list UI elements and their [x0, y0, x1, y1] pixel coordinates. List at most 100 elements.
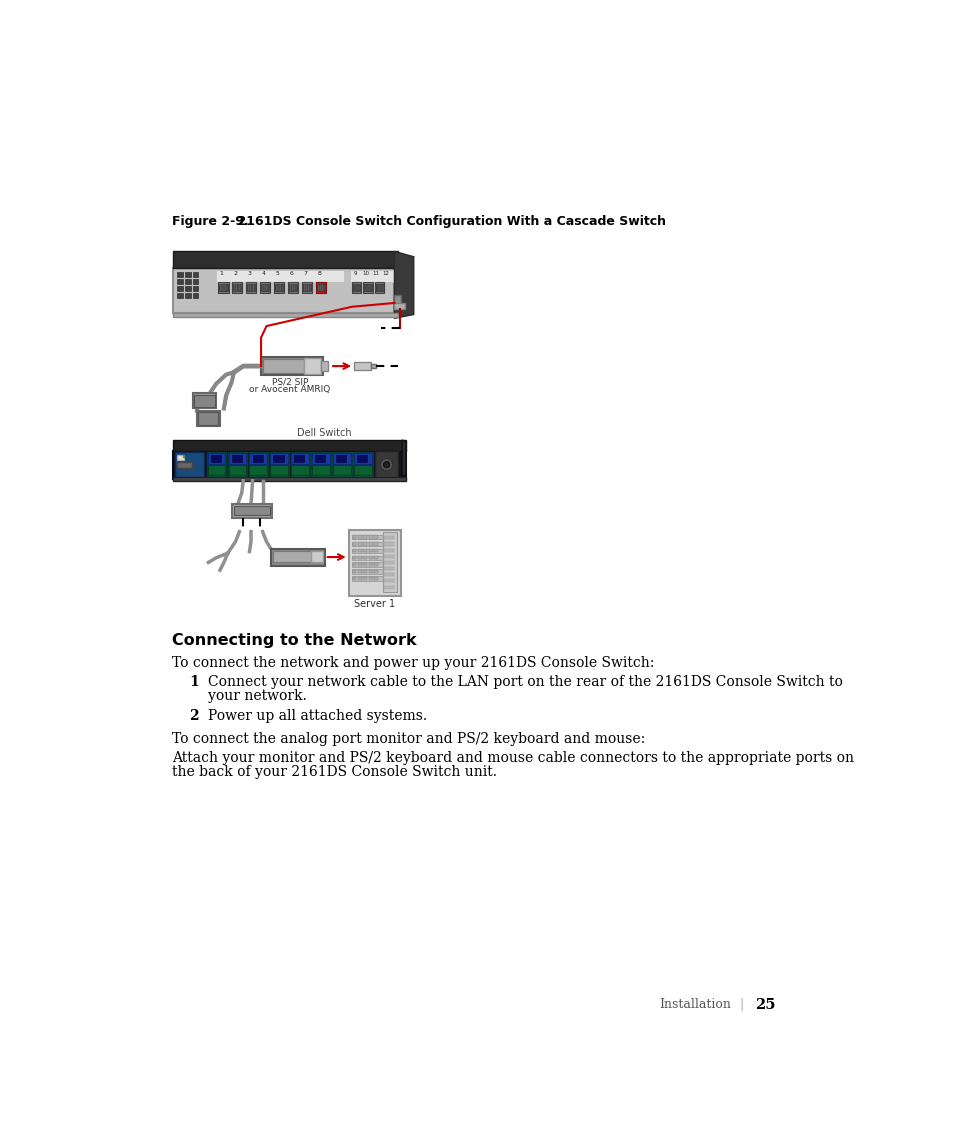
Polygon shape	[394, 252, 414, 318]
Circle shape	[383, 461, 390, 467]
Bar	[384, 574, 394, 576]
Bar	[369, 543, 373, 545]
Bar	[363, 556, 367, 560]
Text: 10: 10	[362, 271, 369, 276]
Bar	[374, 577, 377, 581]
Bar	[173, 477, 406, 481]
Bar	[233, 282, 242, 293]
Bar	[229, 465, 246, 475]
Bar	[374, 556, 377, 560]
Bar	[177, 273, 183, 277]
Bar	[352, 282, 360, 293]
Bar	[375, 282, 384, 293]
Bar	[364, 284, 372, 291]
Bar	[316, 284, 325, 291]
Bar	[183, 456, 185, 458]
Bar	[185, 273, 191, 277]
Bar	[357, 577, 361, 581]
Text: 12: 12	[382, 271, 389, 276]
Text: 8: 8	[317, 271, 321, 276]
Bar	[211, 455, 220, 463]
Text: Power up all attached systems.: Power up all attached systems.	[208, 709, 427, 722]
Text: 5: 5	[275, 271, 279, 276]
Bar	[374, 536, 377, 538]
Bar	[291, 453, 309, 464]
Bar	[363, 550, 367, 552]
Bar	[353, 543, 356, 545]
Bar	[185, 293, 191, 298]
Bar	[384, 536, 394, 539]
Bar	[352, 555, 382, 560]
Bar	[173, 268, 394, 313]
Bar	[352, 542, 382, 546]
Circle shape	[380, 458, 393, 471]
Bar	[176, 463, 192, 468]
Bar	[369, 556, 373, 560]
Polygon shape	[402, 440, 406, 476]
Text: Connecting to the Network: Connecting to the Network	[172, 632, 416, 648]
Bar	[263, 360, 303, 373]
Bar	[233, 506, 270, 515]
Text: Figure 2-9.: Figure 2-9.	[172, 215, 249, 228]
Bar	[384, 543, 394, 545]
Bar	[270, 453, 288, 464]
Bar	[352, 535, 382, 539]
Bar	[233, 284, 241, 291]
Bar	[173, 451, 406, 479]
Bar	[311, 452, 331, 477]
Bar	[312, 453, 330, 464]
Bar	[232, 455, 241, 463]
Bar	[288, 282, 298, 293]
Bar	[357, 550, 361, 552]
Bar	[333, 465, 351, 475]
Bar	[375, 284, 383, 291]
Bar	[311, 551, 323, 562]
Bar	[369, 536, 373, 538]
Bar	[382, 532, 396, 592]
Bar	[357, 563, 361, 567]
Bar	[363, 536, 367, 538]
Bar	[291, 465, 309, 475]
Bar	[369, 570, 373, 574]
Bar	[374, 563, 377, 567]
Text: your network.: your network.	[208, 689, 307, 703]
Text: |: |	[739, 998, 742, 1011]
Bar	[356, 455, 367, 463]
Bar	[193, 293, 198, 298]
Bar	[208, 453, 225, 464]
Bar	[193, 286, 198, 291]
Bar	[353, 284, 360, 291]
Bar	[363, 570, 367, 574]
Bar	[249, 465, 267, 475]
Text: 1: 1	[219, 271, 223, 276]
Bar	[194, 395, 214, 406]
Bar	[354, 465, 372, 475]
Bar	[274, 284, 283, 291]
Bar	[177, 286, 183, 291]
Bar	[261, 357, 323, 376]
Text: Dell Switch: Dell Switch	[296, 428, 352, 439]
Bar	[369, 550, 373, 552]
Bar	[384, 585, 394, 589]
Bar	[352, 562, 382, 567]
Bar	[363, 543, 367, 545]
Bar	[374, 550, 377, 552]
Bar	[173, 440, 406, 451]
Bar	[335, 455, 346, 463]
Bar	[357, 543, 361, 545]
Bar	[394, 303, 405, 309]
Bar	[353, 536, 356, 538]
Text: 7: 7	[303, 271, 307, 276]
Text: To connect the analog port monitor and PS/2 keyboard and mouse:: To connect the analog port monitor and P…	[172, 732, 644, 745]
Text: 1: 1	[189, 674, 198, 689]
Bar	[253, 455, 262, 463]
Bar	[374, 570, 377, 574]
Bar	[229, 453, 246, 464]
Bar	[354, 362, 371, 370]
Bar	[315, 455, 325, 463]
Text: Server 1: Server 1	[355, 599, 395, 609]
Bar	[369, 577, 373, 581]
Bar	[249, 452, 268, 477]
Bar	[375, 451, 397, 479]
Bar	[232, 504, 272, 518]
